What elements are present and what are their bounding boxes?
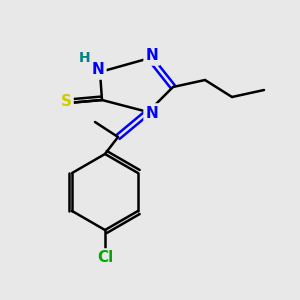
Text: N: N: [146, 106, 158, 121]
Text: N: N: [146, 49, 158, 64]
Text: H: H: [79, 51, 91, 65]
Text: N: N: [92, 62, 104, 77]
Text: Cl: Cl: [97, 250, 113, 266]
Text: S: S: [61, 94, 71, 110]
